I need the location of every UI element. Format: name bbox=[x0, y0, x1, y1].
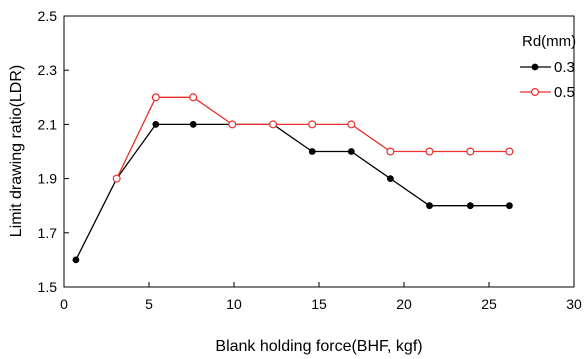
axis-ticks bbox=[63, 15, 575, 288]
data-point bbox=[466, 202, 474, 210]
legend: Rd(mm) 0.3 0.5 bbox=[520, 33, 576, 101]
data-point bbox=[189, 93, 198, 102]
data-point bbox=[308, 120, 317, 129]
legend-item: 0.5 bbox=[520, 84, 575, 101]
data-point bbox=[72, 256, 80, 264]
legend-marker bbox=[531, 63, 539, 71]
data-point bbox=[189, 120, 197, 128]
data-point bbox=[387, 175, 394, 183]
data-point bbox=[308, 148, 316, 155]
x-tick-label: 25 bbox=[481, 296, 497, 312]
y-tick-label: 1.5 bbox=[38, 279, 58, 295]
legend-label: 0.5 bbox=[554, 84, 575, 101]
x-tick-label: 15 bbox=[311, 296, 327, 312]
legend-marker bbox=[530, 87, 539, 96]
data-point bbox=[151, 93, 160, 102]
data-point bbox=[505, 147, 514, 156]
x-tick-labels: 0 5 10 15 20 25 30 bbox=[60, 296, 582, 312]
y-tick-label: 2.1 bbox=[38, 116, 58, 132]
data-point bbox=[269, 120, 278, 129]
legend-label: 0.3 bbox=[554, 59, 575, 76]
series-0.5 bbox=[112, 93, 514, 183]
series-line bbox=[75, 123, 510, 261]
x-axis-title: Blank holding force(BHF, kgf) bbox=[215, 338, 422, 355]
y-tick-label: 1.7 bbox=[38, 225, 58, 241]
y-tick-label: 2.5 bbox=[38, 8, 58, 24]
data-point bbox=[386, 147, 395, 156]
y-tick-labels: 1.5 1.7 1.9 2.1 2.3 2.5 bbox=[38, 8, 58, 295]
y-axis-title: Limit drawing ratio(LDR) bbox=[8, 65, 25, 238]
series-line bbox=[116, 96, 510, 179]
x-tick-label: 20 bbox=[396, 296, 412, 312]
data-point bbox=[112, 174, 121, 183]
x-tick-label: 30 bbox=[566, 296, 582, 312]
data-point bbox=[426, 202, 433, 210]
data-point bbox=[506, 202, 513, 210]
data-point bbox=[152, 120, 160, 128]
data-point bbox=[466, 147, 475, 156]
y-tick-label: 1.9 bbox=[38, 171, 58, 187]
x-tick-label: 10 bbox=[226, 296, 242, 312]
data-point bbox=[347, 148, 355, 155]
series-layer bbox=[72, 93, 514, 264]
data-point bbox=[228, 120, 237, 129]
legend-title: Rd(mm) bbox=[522, 33, 576, 50]
x-tick-label: 0 bbox=[60, 296, 68, 312]
series-0.3 bbox=[72, 120, 513, 264]
data-point bbox=[425, 147, 434, 156]
legend-item: 0.3 bbox=[520, 59, 575, 76]
y-tick-label: 2.3 bbox=[38, 62, 58, 78]
data-point bbox=[347, 120, 356, 129]
x-tick-label: 5 bbox=[145, 296, 153, 312]
